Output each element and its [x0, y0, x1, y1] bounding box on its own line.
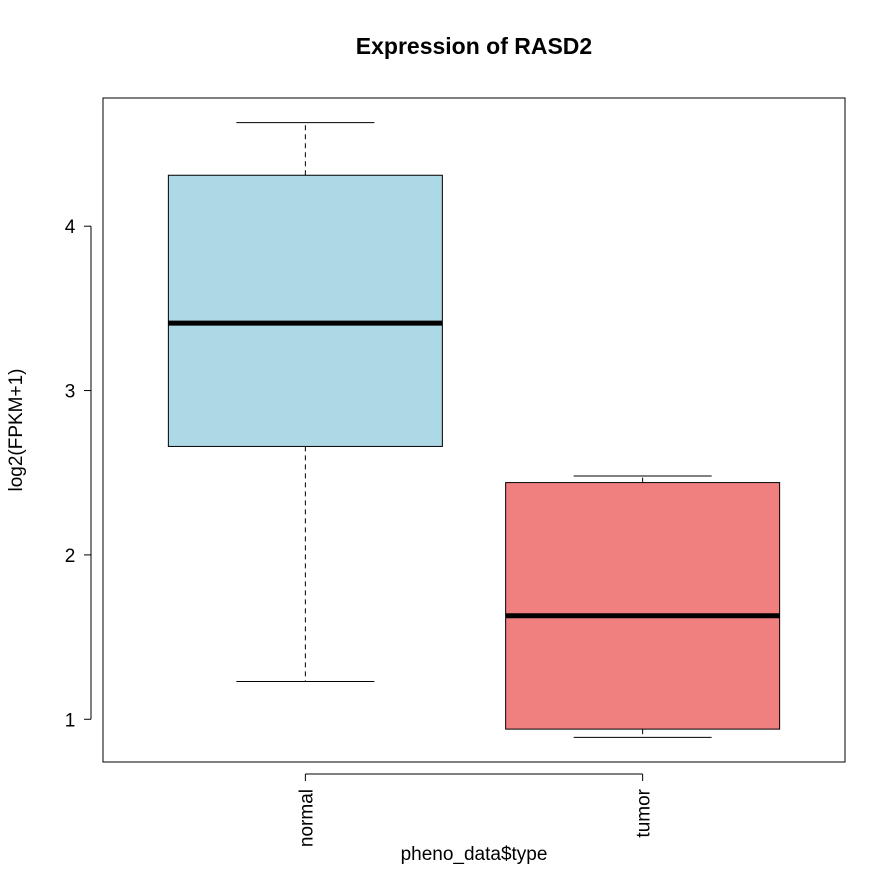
y-tick-label: 1 [65, 710, 76, 731]
y-axis: 1 2 3 4 [65, 217, 92, 731]
x-axis-label: pheno_data$type [401, 844, 548, 865]
chart-title: Expression of RASD2 [356, 33, 592, 59]
box-iqr [505, 482, 781, 730]
boxes [167, 122, 781, 738]
y-tick-label: 3 [65, 382, 76, 403]
plot-frame [102, 97, 846, 763]
y-tick-label: 4 [65, 217, 76, 238]
box-tumor [505, 475, 781, 738]
y-tick-label: 2 [65, 546, 76, 567]
x-axis: normal tumor [296, 773, 655, 847]
box-iqr [167, 174, 443, 447]
box-normal [167, 122, 443, 682]
x-tick-label-normal: normal [296, 789, 317, 847]
y-axis-label: log2(FPKM+1) [6, 368, 27, 491]
x-tick-label-tumor: tumor [634, 788, 655, 837]
